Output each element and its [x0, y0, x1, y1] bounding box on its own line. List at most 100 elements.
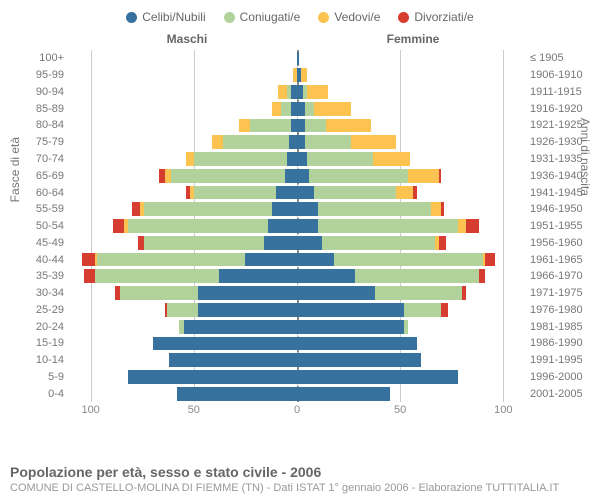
- age-label: 35-39: [10, 268, 70, 285]
- female-bar: [297, 151, 524, 168]
- age-label: 0-4: [10, 385, 70, 402]
- seg-divorced: [82, 253, 94, 267]
- male-bar: [70, 318, 297, 335]
- male-bar: [70, 134, 297, 151]
- year-label: 1981-1985: [524, 318, 590, 335]
- legend: Celibi/NubiliConiugati/eVedovi/eDivorzia…: [10, 10, 590, 24]
- age-row: 10-141991-1995: [10, 352, 590, 369]
- female-bar: [297, 184, 524, 201]
- seg-divorced: [462, 286, 466, 300]
- seg-divorced: [413, 186, 417, 200]
- age-label: 70-74: [10, 151, 70, 168]
- seg-divorced: [485, 253, 495, 267]
- age-label: 55-59: [10, 201, 70, 218]
- age-label: 40-44: [10, 251, 70, 268]
- age-row: 70-74 1931-1935: [10, 151, 590, 168]
- seg-married: [144, 202, 272, 216]
- seg-single: [297, 320, 404, 334]
- seg-married: [144, 236, 264, 250]
- column-headers: Maschi Femmine: [10, 32, 590, 46]
- seg-widowed: [186, 152, 194, 166]
- bar-zone: [70, 201, 524, 218]
- female-bar: [297, 251, 524, 268]
- legend-label: Vedovi/e: [334, 10, 380, 24]
- age-row: 65-691936-1940: [10, 167, 590, 184]
- year-label: 1966-1970: [524, 268, 590, 285]
- age-label: 15-19: [10, 335, 70, 352]
- seg-widowed: [278, 85, 286, 99]
- male-bar: [70, 352, 297, 369]
- seg-widowed: [408, 169, 439, 183]
- x-tick: 50: [188, 404, 200, 416]
- seg-divorced: [113, 219, 123, 233]
- seg-married: [250, 119, 291, 133]
- seg-widowed: [373, 152, 410, 166]
- year-label: 1996-2000: [524, 369, 590, 386]
- seg-widowed: [307, 85, 328, 99]
- seg-married: [281, 102, 291, 116]
- seg-widowed: [431, 202, 441, 216]
- seg-single: [198, 286, 297, 300]
- age-row: 20-241981-1985: [10, 318, 590, 335]
- seg-married: [305, 119, 326, 133]
- chart-subtitle: COMUNE DI CASTELLO-MOLINA DI FIEMME (TN)…: [10, 482, 590, 494]
- seg-married: [171, 169, 285, 183]
- seg-married: [355, 269, 479, 283]
- seg-married: [322, 236, 436, 250]
- x-tick: 100: [81, 404, 99, 416]
- male-bar: [70, 234, 297, 251]
- seg-widowed: [326, 119, 371, 133]
- female-bar: [297, 301, 524, 318]
- bar-zone: [70, 100, 524, 117]
- age-label: 85-89: [10, 100, 70, 117]
- seg-single: [272, 202, 297, 216]
- seg-married: [375, 286, 462, 300]
- female-bar: [297, 268, 524, 285]
- seg-single: [297, 219, 318, 233]
- chart-title: Popolazione per età, sesso e stato civil…: [10, 464, 590, 480]
- age-row: 25-291976-1980: [10, 301, 590, 318]
- seg-widowed: [314, 102, 351, 116]
- seg-single: [287, 152, 297, 166]
- seg-single: [276, 186, 297, 200]
- age-row: 55-59 1946-1950: [10, 201, 590, 218]
- age-row: 60-641941-1945: [10, 184, 590, 201]
- pyramid-chart: Celibi/NubiliConiugati/eVedovi/eDivorzia…: [0, 0, 600, 500]
- age-label: 75-79: [10, 134, 70, 151]
- female-bar: [297, 385, 524, 402]
- seg-married: [194, 152, 287, 166]
- seg-single: [268, 219, 297, 233]
- header-male: Maschi: [74, 32, 300, 46]
- legend-item: Divorziati/e: [398, 10, 473, 24]
- seg-divorced: [84, 269, 94, 283]
- year-label: 1916-1920: [524, 100, 590, 117]
- male-bar: [70, 67, 297, 84]
- bar-zone: [70, 151, 524, 168]
- age-label: 45-49: [10, 234, 70, 251]
- female-bar: [297, 84, 524, 101]
- chart-area: Fasce di età Anni di nascita 100+≤ 19059…: [10, 50, 590, 420]
- legend-swatch: [398, 12, 409, 23]
- year-label: 1931-1935: [524, 151, 590, 168]
- year-label: 1946-1950: [524, 201, 590, 218]
- female-bar: [297, 218, 524, 235]
- seg-married: [318, 219, 458, 233]
- bar-zone: [70, 50, 524, 67]
- seg-married: [223, 135, 289, 149]
- legend-label: Divorziati/e: [414, 10, 473, 24]
- female-bar: [297, 369, 524, 386]
- seg-single: [297, 353, 421, 367]
- female-bar: [297, 318, 524, 335]
- seg-single: [297, 387, 390, 401]
- bar-zone: [70, 117, 524, 134]
- seg-widowed: [458, 219, 466, 233]
- male-bar: [70, 100, 297, 117]
- age-label: 60-64: [10, 184, 70, 201]
- bar-zone: [70, 234, 524, 251]
- seg-single: [297, 286, 375, 300]
- male-bar: [70, 151, 297, 168]
- seg-single: [289, 135, 297, 149]
- bar-zone: [70, 268, 524, 285]
- seg-married: [97, 253, 246, 267]
- male-bar: [70, 201, 297, 218]
